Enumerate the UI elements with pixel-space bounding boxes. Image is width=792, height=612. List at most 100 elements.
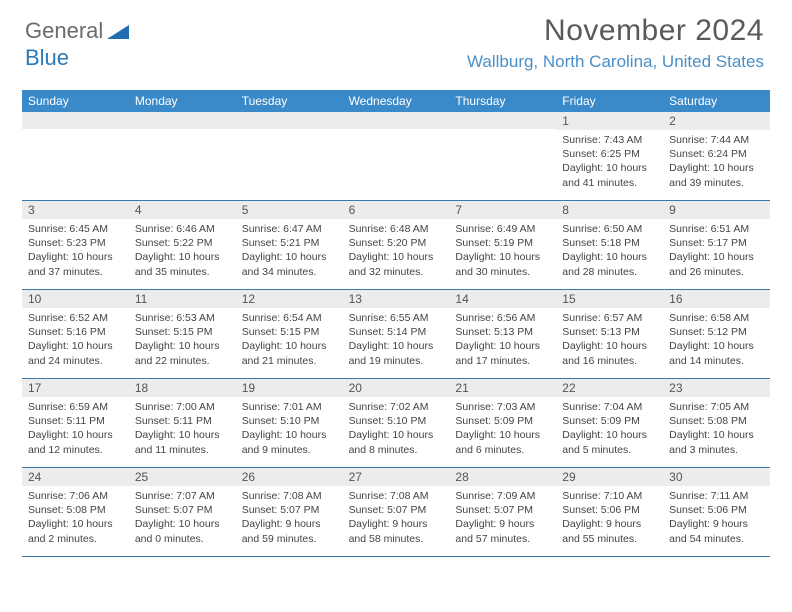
day-data: Sunrise: 7:03 AMSunset: 5:09 PMDaylight:… <box>449 397 556 461</box>
daylight: Daylight: 10 hours and 34 minutes. <box>242 250 337 278</box>
sunrise: Sunrise: 7:06 AM <box>28 489 123 503</box>
day-number: 8 <box>556 201 663 219</box>
daylight: Daylight: 9 hours and 55 minutes. <box>562 517 657 545</box>
sunrise: Sunrise: 7:43 AM <box>562 133 657 147</box>
sunrise: Sunrise: 7:10 AM <box>562 489 657 503</box>
calendar-body: 1Sunrise: 7:43 AMSunset: 6:25 PMDaylight… <box>22 112 770 557</box>
day-number: 22 <box>556 379 663 397</box>
sunset: Sunset: 5:13 PM <box>562 325 657 339</box>
sunset: Sunset: 5:14 PM <box>349 325 444 339</box>
daylight: Daylight: 10 hours and 14 minutes. <box>669 339 764 367</box>
daylight: Daylight: 10 hours and 26 minutes. <box>669 250 764 278</box>
daylight: Daylight: 10 hours and 11 minutes. <box>135 428 230 456</box>
sunrise: Sunrise: 6:54 AM <box>242 311 337 325</box>
calendar-day: 17Sunrise: 6:59 AMSunset: 5:11 PMDayligh… <box>22 379 129 467</box>
sunset: Sunset: 5:09 PM <box>562 414 657 428</box>
calendar-week: 3Sunrise: 6:45 AMSunset: 5:23 PMDaylight… <box>22 201 770 290</box>
calendar-day <box>343 112 450 200</box>
sunset: Sunset: 6:25 PM <box>562 147 657 161</box>
sunset: Sunset: 5:10 PM <box>349 414 444 428</box>
day-number: 11 <box>129 290 236 308</box>
weekday-label: Tuesday <box>236 90 343 112</box>
day-number: 17 <box>22 379 129 397</box>
logo-triangle-icon <box>107 19 129 45</box>
calendar-day: 23Sunrise: 7:05 AMSunset: 5:08 PMDayligh… <box>663 379 770 467</box>
day-number <box>129 112 236 129</box>
sunset: Sunset: 5:06 PM <box>562 503 657 517</box>
daylight: Daylight: 10 hours and 24 minutes. <box>28 339 123 367</box>
day-data: Sunrise: 6:52 AMSunset: 5:16 PMDaylight:… <box>22 308 129 372</box>
day-number: 19 <box>236 379 343 397</box>
sunrise: Sunrise: 7:01 AM <box>242 400 337 414</box>
sunrise: Sunrise: 7:11 AM <box>669 489 764 503</box>
calendar-day <box>449 112 556 200</box>
sunset: Sunset: 5:09 PM <box>455 414 550 428</box>
daylight: Daylight: 10 hours and 32 minutes. <box>349 250 444 278</box>
daylight: Daylight: 10 hours and 5 minutes. <box>562 428 657 456</box>
daylight: Daylight: 9 hours and 58 minutes. <box>349 517 444 545</box>
day-data: Sunrise: 6:57 AMSunset: 5:13 PMDaylight:… <box>556 308 663 372</box>
day-data: Sunrise: 6:53 AMSunset: 5:15 PMDaylight:… <box>129 308 236 372</box>
sunrise: Sunrise: 6:58 AM <box>669 311 764 325</box>
day-data: Sunrise: 7:07 AMSunset: 5:07 PMDaylight:… <box>129 486 236 550</box>
sunrise: Sunrise: 7:44 AM <box>669 133 764 147</box>
calendar-day: 15Sunrise: 6:57 AMSunset: 5:13 PMDayligh… <box>556 290 663 378</box>
calendar-day: 21Sunrise: 7:03 AMSunset: 5:09 PMDayligh… <box>449 379 556 467</box>
sunset: Sunset: 5:22 PM <box>135 236 230 250</box>
sunrise: Sunrise: 6:49 AM <box>455 222 550 236</box>
day-data: Sunrise: 7:09 AMSunset: 5:07 PMDaylight:… <box>449 486 556 550</box>
day-data: Sunrise: 7:06 AMSunset: 5:08 PMDaylight:… <box>22 486 129 550</box>
daylight: Daylight: 10 hours and 39 minutes. <box>669 161 764 189</box>
sunrise: Sunrise: 7:02 AM <box>349 400 444 414</box>
day-number: 5 <box>236 201 343 219</box>
day-number: 12 <box>236 290 343 308</box>
day-number: 27 <box>343 468 450 486</box>
daylight: Daylight: 9 hours and 54 minutes. <box>669 517 764 545</box>
calendar-day: 14Sunrise: 6:56 AMSunset: 5:13 PMDayligh… <box>449 290 556 378</box>
logo-part2: Blue <box>25 45 69 70</box>
calendar-day: 18Sunrise: 7:00 AMSunset: 5:11 PMDayligh… <box>129 379 236 467</box>
sunrise: Sunrise: 7:07 AM <box>135 489 230 503</box>
sunrise: Sunrise: 7:00 AM <box>135 400 230 414</box>
day-number: 30 <box>663 468 770 486</box>
sunset: Sunset: 5:16 PM <box>28 325 123 339</box>
day-number: 4 <box>129 201 236 219</box>
calendar-day: 30Sunrise: 7:11 AMSunset: 5:06 PMDayligh… <box>663 468 770 556</box>
sunset: Sunset: 5:08 PM <box>28 503 123 517</box>
calendar-day: 29Sunrise: 7:10 AMSunset: 5:06 PMDayligh… <box>556 468 663 556</box>
day-number: 14 <box>449 290 556 308</box>
month-title: November 2024 <box>467 14 764 48</box>
day-number: 25 <box>129 468 236 486</box>
calendar-day: 24Sunrise: 7:06 AMSunset: 5:08 PMDayligh… <box>22 468 129 556</box>
day-number: 28 <box>449 468 556 486</box>
day-data: Sunrise: 6:46 AMSunset: 5:22 PMDaylight:… <box>129 219 236 283</box>
sunset: Sunset: 5:15 PM <box>242 325 337 339</box>
weekday-label: Saturday <box>663 90 770 112</box>
header: November 2024 Wallburg, North Carolina, … <box>467 14 764 72</box>
day-number <box>22 112 129 129</box>
sunrise: Sunrise: 6:46 AM <box>135 222 230 236</box>
daylight: Daylight: 10 hours and 3 minutes. <box>669 428 764 456</box>
calendar-day: 19Sunrise: 7:01 AMSunset: 5:10 PMDayligh… <box>236 379 343 467</box>
calendar-day <box>236 112 343 200</box>
sunset: Sunset: 5:15 PM <box>135 325 230 339</box>
daylight: Daylight: 10 hours and 28 minutes. <box>562 250 657 278</box>
day-data: Sunrise: 6:47 AMSunset: 5:21 PMDaylight:… <box>236 219 343 283</box>
calendar-week: 17Sunrise: 6:59 AMSunset: 5:11 PMDayligh… <box>22 379 770 468</box>
day-data: Sunrise: 7:04 AMSunset: 5:09 PMDaylight:… <box>556 397 663 461</box>
calendar-day: 4Sunrise: 6:46 AMSunset: 5:22 PMDaylight… <box>129 201 236 289</box>
calendar: Sunday Monday Tuesday Wednesday Thursday… <box>22 90 770 557</box>
weekday-label: Sunday <box>22 90 129 112</box>
daylight: Daylight: 10 hours and 0 minutes. <box>135 517 230 545</box>
location: Wallburg, North Carolina, United States <box>467 52 764 72</box>
weekday-header: Sunday Monday Tuesday Wednesday Thursday… <box>22 90 770 112</box>
calendar-week: 1Sunrise: 7:43 AMSunset: 6:25 PMDaylight… <box>22 112 770 201</box>
calendar-day: 25Sunrise: 7:07 AMSunset: 5:07 PMDayligh… <box>129 468 236 556</box>
daylight: Daylight: 10 hours and 17 minutes. <box>455 339 550 367</box>
day-data: Sunrise: 7:08 AMSunset: 5:07 PMDaylight:… <box>236 486 343 550</box>
calendar-day: 13Sunrise: 6:55 AMSunset: 5:14 PMDayligh… <box>343 290 450 378</box>
day-number: 9 <box>663 201 770 219</box>
calendar-day: 22Sunrise: 7:04 AMSunset: 5:09 PMDayligh… <box>556 379 663 467</box>
sunrise: Sunrise: 6:59 AM <box>28 400 123 414</box>
weekday-label: Friday <box>556 90 663 112</box>
